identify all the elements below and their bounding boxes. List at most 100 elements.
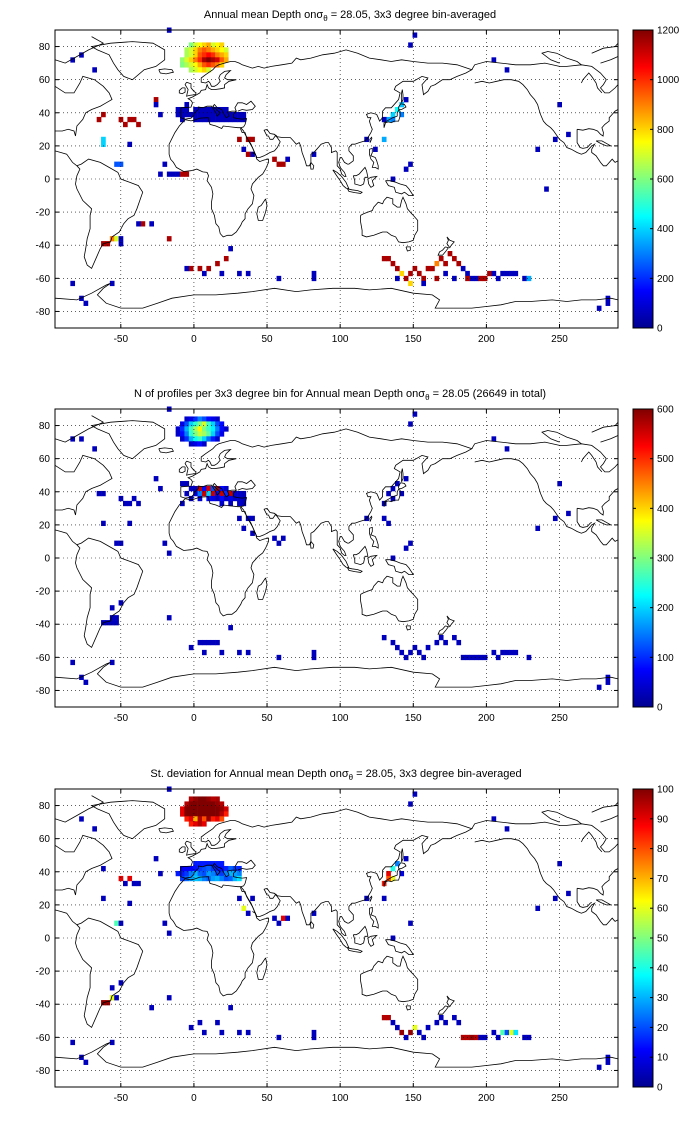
data-cell: [201, 861, 207, 867]
data-cell: [127, 875, 133, 882]
data-cell: [210, 801, 216, 807]
coastline: [600, 435, 619, 443]
data-cell: [79, 436, 84, 442]
coastline: [184, 460, 197, 476]
data-cell: [276, 161, 282, 167]
data-cell: [184, 52, 190, 58]
data-cell: [162, 920, 168, 926]
y-tick-label: 20: [39, 900, 51, 911]
x-tick-label: -50: [114, 1093, 129, 1104]
panel-2-cells: [70, 406, 611, 690]
data-cell: [188, 801, 194, 807]
x-tick-label: 200: [478, 334, 495, 345]
data-cell: [228, 116, 233, 123]
data-cell: [70, 1039, 76, 1046]
data-cell: [193, 416, 198, 422]
data-cell: [223, 495, 229, 502]
data-cell: [215, 639, 220, 646]
data-cell: [105, 241, 111, 247]
coastline: [54, 75, 113, 137]
data-cell: [118, 241, 124, 247]
data-cell: [478, 1034, 484, 1041]
data-cell: [184, 426, 190, 432]
data-cell: [180, 106, 185, 113]
data-cell: [390, 260, 396, 267]
data-cell: [184, 811, 190, 817]
data-cell: [386, 490, 391, 497]
coastline: [437, 625, 450, 635]
data-cell: [210, 495, 216, 502]
data-cell: [272, 156, 277, 162]
data-cell: [416, 270, 422, 277]
colorbar-tick-label: 600: [657, 175, 674, 186]
data-cell: [118, 920, 124, 926]
data-cell: [237, 136, 242, 143]
data-cell: [96, 116, 102, 123]
data-cell: [228, 490, 233, 497]
data-cell: [206, 861, 212, 867]
data-cell: [206, 639, 212, 646]
data-cell: [188, 421, 194, 427]
data-cell: [386, 870, 391, 877]
data-cell: [188, 431, 194, 437]
y-tick-label: -40: [36, 620, 51, 631]
data-cell: [381, 116, 387, 123]
data-cell: [201, 1029, 207, 1036]
coastline: [360, 575, 419, 623]
data-cell: [241, 905, 247, 911]
data-cell: [109, 1039, 115, 1046]
data-cell: [311, 151, 317, 157]
data-cell: [101, 520, 106, 527]
coastline: [368, 906, 379, 929]
data-cell: [193, 436, 198, 442]
data-cell: [223, 490, 229, 497]
data-cell: [219, 875, 225, 882]
data-cell: [456, 260, 462, 267]
coastline: [347, 947, 363, 953]
y-tick-label: -60: [36, 1033, 51, 1044]
data-cell: [443, 1019, 448, 1026]
y-tick-label: -60: [36, 653, 51, 664]
data-cell: [465, 270, 470, 277]
panel-3-xticks: -50 0 50 100 150 200 250: [114, 789, 568, 1104]
data-cell: [197, 865, 203, 872]
data-cell: [219, 111, 225, 118]
colorbar-tick-label: 100: [657, 653, 674, 664]
y-tick-label: 0: [44, 175, 50, 186]
coastline: [577, 488, 619, 516]
data-cell: [201, 485, 207, 492]
coastline: [369, 515, 373, 522]
data-cell: [188, 796, 194, 802]
data-cell: [276, 654, 282, 661]
data-cell: [201, 111, 207, 118]
data-cell: [403, 275, 409, 282]
data-cell: [188, 1024, 194, 1031]
data-cell: [118, 495, 124, 502]
data-cell: [566, 510, 571, 517]
data-cell: [228, 865, 233, 872]
data-cell: [118, 600, 124, 606]
data-cell: [83, 679, 89, 685]
data-cell: [390, 485, 396, 492]
coastline: [54, 150, 78, 167]
data-cell: [197, 67, 203, 73]
data-cell: [504, 270, 510, 277]
data-cell: [197, 426, 203, 432]
data-cell: [180, 481, 185, 487]
coastline: [54, 795, 105, 823]
data-cell: [232, 116, 238, 123]
data-cell: [210, 870, 216, 877]
coastline: [541, 810, 582, 825]
data-cell: [118, 875, 124, 882]
data-cell: [149, 221, 155, 227]
data-cell: [197, 111, 203, 118]
data-cell: [535, 525, 541, 531]
data-cell: [408, 421, 413, 427]
data-cell: [219, 811, 225, 817]
data-cell: [79, 1054, 84, 1060]
data-cell: [408, 1029, 413, 1036]
data-cell: [228, 625, 233, 631]
data-cell: [215, 416, 220, 422]
data-cell: [245, 151, 251, 157]
